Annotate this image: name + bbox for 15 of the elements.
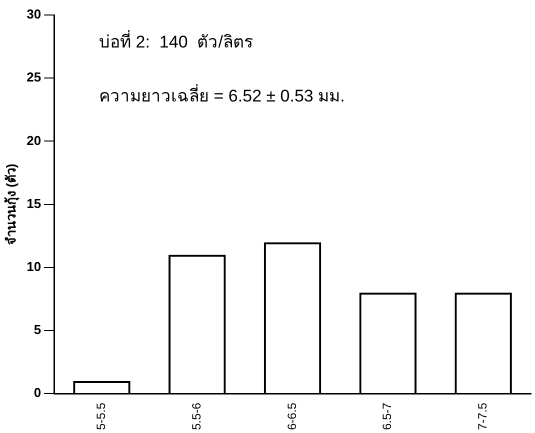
y-tick-label: 10: [26, 259, 42, 274]
x-tick-label: 6-6.5: [284, 402, 299, 430]
y-tick-label: 20: [26, 132, 42, 148]
x-tick-label: 6.5-7: [380, 402, 394, 430]
y-tick-label: 15: [26, 196, 42, 211]
y-tick-label: 30: [26, 6, 42, 22]
y-tick-label: 25: [26, 70, 42, 85]
x-tick-label: 5.5-6: [189, 402, 204, 430]
annotation: บ่อที่ 2: 140 ตัว/ลิตร: [99, 30, 253, 52]
x-tick-label: 7-7.5: [476, 402, 490, 430]
x-tick-label: 5-5.5: [94, 402, 108, 430]
y-tick-label: 5: [34, 322, 42, 338]
y-axis-title: จำนวนกุ้ง (ตัว): [3, 164, 20, 245]
annotation: ความยาวเฉลี่ย = 6.52 ± 0.53 มม.: [99, 84, 345, 106]
y-tick-label: 0: [34, 385, 42, 400]
